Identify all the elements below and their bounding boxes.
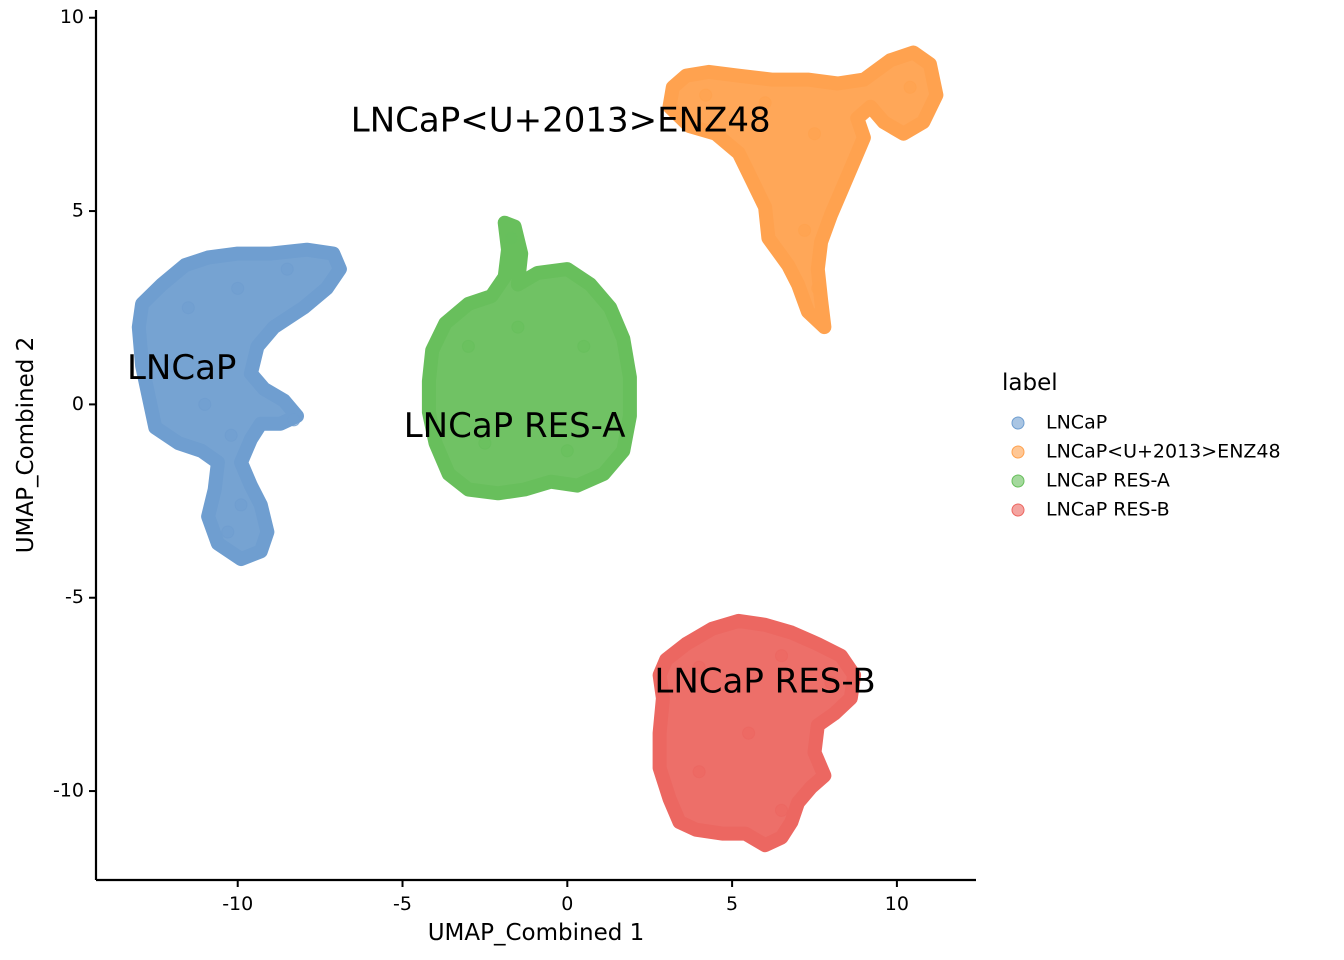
legend-label-lncap: LNCaP [1046, 412, 1107, 434]
point-lncap-res-b-4 [775, 803, 788, 817]
point-lncap-8 [287, 413, 301, 427]
series-lncap-res-a [421, 215, 637, 501]
legend-label-lncap-res-a: LNCaP RES-A [1046, 470, 1170, 492]
x-axis-title: UMAP_Combined 1 [428, 920, 645, 946]
point-lncap-2 [280, 262, 294, 276]
point-lncap-res-b-0 [692, 660, 706, 674]
point-lncap-res-a-2 [577, 339, 591, 353]
y-tick-label: 5 [72, 200, 84, 222]
point-lncap-3 [165, 359, 179, 373]
x-tick-label: -5 [393, 893, 412, 915]
point-lncap-u-2013-enz48-4 [798, 223, 812, 237]
point-lncap-res-a-5 [504, 231, 518, 245]
legend-key-lncap-res-b [1011, 503, 1025, 517]
x-ticks: -10 -5 0 5 10 [222, 880, 909, 915]
legend-entries: LNCaP LNCaP<U+2013>ENZ48 LNCaP RES-A LNCaP … [1011, 412, 1281, 521]
cluster-label-lncap-res-b: LNCaP RES-B [654, 661, 875, 701]
point-lncap-7 [221, 525, 235, 539]
cluster-label-lncap-res-a: LNCaP RES-A [404, 406, 626, 446]
legend-label-lncap-res-b: LNCaP RES-B [1046, 499, 1170, 521]
point-lncap-res-a-4 [560, 444, 574, 458]
legend-title: label [1002, 370, 1058, 396]
x-tick-label: 5 [726, 893, 738, 915]
axes: -10 -5 0 5 10 -10 -5 0 5 10 UMAP_Combined 1 UMAP… [13, 6, 976, 946]
cluster-lncap [131, 242, 347, 567]
point-lncap-res-a-3 [478, 436, 492, 450]
point-lncap-res-a-0 [461, 339, 475, 353]
series-lncap [131, 242, 347, 567]
legend-key-lncap [1011, 416, 1025, 430]
point-lncap-u-2013-enz48-5 [811, 281, 825, 295]
cluster-lncap-u-2013-enz48 [662, 45, 944, 335]
point-lncap-0 [181, 301, 195, 315]
series-lncap-u-2013-enz48 [662, 45, 944, 335]
y-tick-label: 10 [60, 6, 84, 28]
cluster-lncap-res-a [421, 215, 637, 501]
point-lncap-1 [231, 281, 245, 295]
point-lncap-u-2013-enz48-3 [903, 80, 917, 94]
y-tick-label: 0 [72, 393, 84, 415]
point-lncap-4 [198, 397, 212, 411]
cluster-label-lncap-u-2013-enz48: LNCaP<U+2013>ENZ48 [351, 101, 771, 141]
point-lncap-u-2013-enz48-2 [808, 127, 821, 141]
legend-key-lncap-res-a [1011, 474, 1025, 488]
y-axis-title: UMAP_Combined 2 [13, 337, 39, 554]
x-tick-label: 0 [561, 893, 573, 915]
cluster-lncap-res-b [652, 613, 862, 853]
y-ticks: -10 -5 0 5 10 [53, 6, 96, 802]
point-lncap-res-b-5 [824, 676, 838, 690]
x-tick-label: 10 [885, 893, 909, 915]
legend: label LNCaP LNCaP<U+2013>ENZ48 LNCaP RES-A… [1002, 370, 1281, 521]
y-tick-label: -10 [53, 780, 84, 802]
point-lncap-res-a-1 [511, 320, 525, 334]
legend-label-lncap-u-2013-enz48: LNCaP<U+2013>ENZ48 [1046, 441, 1281, 463]
point-lncap-u-2013-enz48-0 [699, 88, 713, 102]
point-lncap-res-b-1 [775, 649, 788, 663]
series-lncap-res-b [652, 613, 862, 853]
legend-key-lncap-u-2013-enz48 [1011, 445, 1025, 459]
point-lncap-res-b-2 [742, 726, 756, 740]
cluster-label-lncap: LNCaP [127, 348, 236, 388]
x-tick-label: -10 [222, 893, 253, 915]
plot-area [131, 45, 944, 853]
point-lncap-u-2013-enz48-1 [758, 96, 772, 110]
cluster-labels: LNCaP LNCaP<U+2013>ENZ48 LNCaP RES-A LNCaP … [127, 101, 876, 702]
point-lncap-5 [224, 428, 238, 442]
point-lncap-res-b-3 [692, 765, 706, 779]
point-lncap-6 [234, 498, 248, 512]
y-tick-label: -5 [65, 586, 84, 608]
